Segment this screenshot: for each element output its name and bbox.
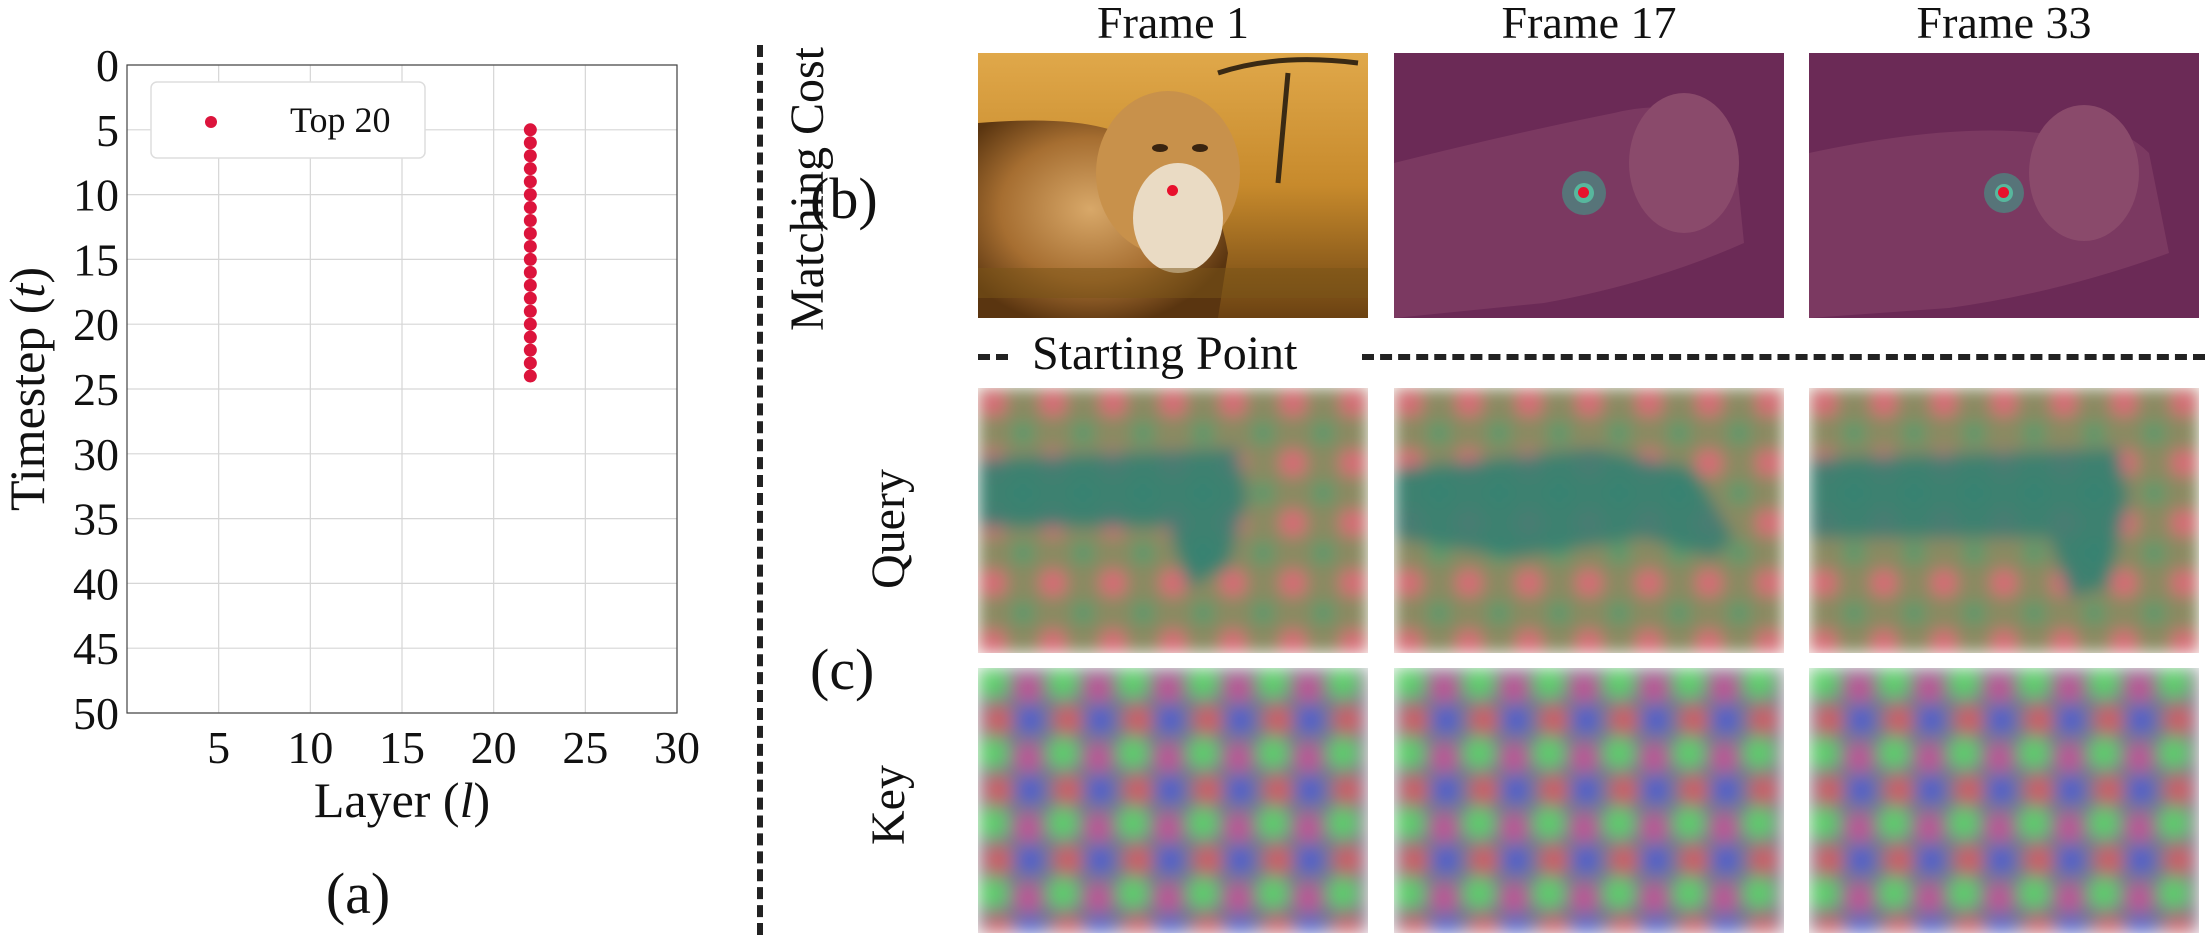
panel-label-c: (c) bbox=[810, 637, 875, 702]
x-axis-label-name: Layer ( bbox=[314, 772, 460, 828]
x-tick-label: 10 bbox=[287, 722, 333, 773]
matched-point-marker bbox=[1578, 187, 1589, 198]
key-feature-frame-17 bbox=[1394, 668, 1784, 933]
scatter-point bbox=[523, 304, 537, 318]
x-tick-label: 5 bbox=[207, 722, 230, 773]
scatter-point bbox=[523, 278, 537, 292]
x-tick-label: 25 bbox=[562, 722, 608, 773]
y-tick-label: 20 bbox=[73, 299, 119, 350]
scatter-point bbox=[523, 149, 537, 163]
scatter-point bbox=[523, 330, 537, 344]
y-tick-label: 0 bbox=[96, 40, 119, 91]
scatter-point bbox=[523, 136, 537, 150]
x-axis-ticks: 5 10 15 20 25 30 bbox=[207, 722, 700, 773]
column-title-frame-33: Frame 33 bbox=[1916, 0, 2092, 48]
scatter-point bbox=[523, 343, 537, 357]
key-feature-frame-1 bbox=[978, 668, 1368, 933]
matched-point-marker bbox=[1998, 187, 2009, 198]
y-tick-label: 25 bbox=[73, 364, 119, 415]
column-title-frame-1: Frame 1 bbox=[1096, 0, 1249, 48]
query-feature-frame-1 bbox=[978, 388, 1368, 653]
key-feature-map-1 bbox=[978, 668, 1368, 933]
query-point-marker bbox=[1167, 185, 1178, 196]
separator-label: Starting Point bbox=[1032, 327, 1298, 380]
y-tick-label: 40 bbox=[73, 558, 119, 609]
column-title-frame-17: Frame 17 bbox=[1501, 0, 1677, 48]
scatter-point bbox=[523, 369, 537, 383]
scatter-point bbox=[523, 162, 537, 176]
key-feature-frame-33 bbox=[1809, 668, 2199, 933]
query-feature-frame-33 bbox=[1809, 388, 2199, 653]
query-feature-frame-17 bbox=[1394, 388, 1784, 653]
row-label-query: Query bbox=[862, 469, 915, 589]
key-feature-map-17 bbox=[1394, 668, 1784, 933]
y-tick-label: 15 bbox=[73, 234, 119, 285]
frame-17-cost-map bbox=[1394, 53, 1784, 318]
y-tick-label: 45 bbox=[73, 623, 119, 674]
x-tick-label: 30 bbox=[654, 722, 700, 773]
scatter-point bbox=[523, 175, 537, 189]
y-axis-label: Timestep (t) bbox=[0, 267, 55, 511]
scatter-point bbox=[523, 265, 537, 279]
x-tick-label: 20 bbox=[471, 722, 517, 773]
matching-cost-heatmap-33 bbox=[1809, 53, 2199, 318]
matching-cost-heatmap-17 bbox=[1394, 53, 1784, 318]
key-feature-map-33 bbox=[1809, 668, 2199, 933]
y-axis-label-name: Timestep ( bbox=[0, 298, 55, 511]
panel-label-b: (b) bbox=[810, 166, 878, 231]
scatter-point bbox=[523, 226, 537, 240]
scatter-point bbox=[523, 239, 537, 253]
scatter-point bbox=[523, 201, 537, 215]
panel-label-a: (a) bbox=[326, 861, 390, 926]
query-feature-map-1 bbox=[978, 388, 1368, 653]
scatter-point bbox=[523, 252, 537, 266]
scatter-points bbox=[523, 123, 537, 383]
separator-line-left bbox=[978, 354, 1008, 360]
y-axis-label-close: ) bbox=[0, 267, 55, 284]
legend-marker bbox=[205, 116, 217, 128]
panel-divider bbox=[757, 45, 763, 935]
y-tick-label: 30 bbox=[73, 429, 119, 480]
scatter-point bbox=[523, 188, 537, 202]
legend: Top 20 bbox=[150, 81, 426, 159]
legend-box bbox=[150, 81, 426, 159]
scatter-point bbox=[523, 123, 537, 137]
query-feature-map-17 bbox=[1394, 388, 1784, 653]
y-axis-label-symbol: t bbox=[0, 283, 55, 298]
x-axis-label: Layer (l) bbox=[314, 772, 490, 828]
x-axis-label-symbol: l bbox=[460, 772, 474, 828]
legend-label: Top 20 bbox=[290, 100, 390, 140]
separator-line-right bbox=[1362, 354, 2205, 360]
query-feature-map-33 bbox=[1809, 388, 2199, 653]
y-tick-label: 35 bbox=[73, 494, 119, 545]
scatter-point bbox=[523, 291, 537, 305]
y-tick-label: 5 bbox=[96, 105, 119, 156]
scatter-point bbox=[523, 356, 537, 370]
x-axis-label-close: ) bbox=[473, 772, 490, 828]
frame-1-image bbox=[978, 53, 1368, 318]
scatter-point bbox=[523, 214, 537, 228]
frame-33-cost-map bbox=[1809, 53, 2199, 318]
row-label-key: Key bbox=[862, 765, 915, 845]
scatter-point bbox=[523, 317, 537, 331]
plot-area-frame bbox=[126, 64, 678, 714]
y-axis-ticks: 0 5 10 15 20 25 30 35 40 45 50 bbox=[73, 40, 119, 739]
x-tick-label: 15 bbox=[379, 722, 425, 773]
chart-grid bbox=[127, 64, 678, 714]
y-tick-label: 10 bbox=[73, 170, 119, 221]
y-tick-label: 50 bbox=[73, 688, 119, 739]
